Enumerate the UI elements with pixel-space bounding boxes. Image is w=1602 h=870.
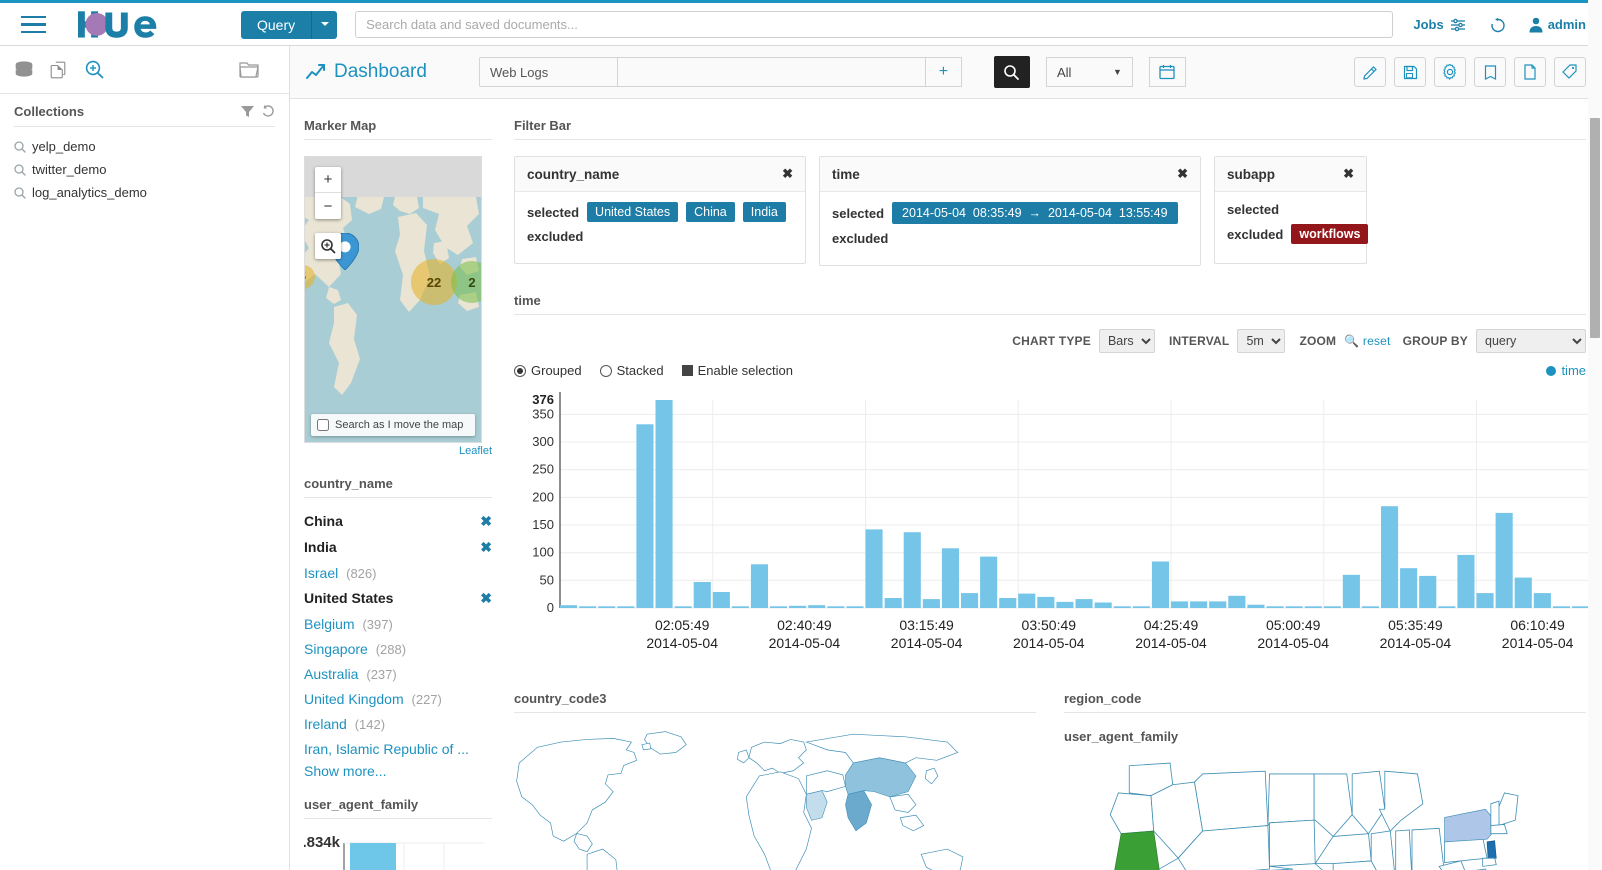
svg-text:200: 200 [532,489,554,504]
svg-text:0: 0 [547,600,554,615]
svg-text:1.834k: 1.834k [304,834,341,851]
svg-text:2014-05-04: 2014-05-04 [891,635,963,651]
svg-text:02:05:49: 02:05:49 [655,617,710,633]
svg-text:05:35:49: 05:35:49 [1388,617,1443,633]
svg-text:04:25:49: 04:25:49 [1144,617,1199,633]
svg-text:2014-05-04: 2014-05-04 [769,635,841,651]
svg-text:03:15:49: 03:15:49 [899,617,954,633]
svg-text:2014-05-04: 2014-05-04 [1502,635,1574,651]
svg-text:05:00:49: 05:00:49 [1266,617,1321,633]
svg-text:300: 300 [532,434,554,449]
svg-text:2014-05-04: 2014-05-04 [1135,635,1207,651]
svg-text:100: 100 [532,545,554,560]
svg-text:376: 376 [532,392,554,407]
svg-text:03:50:49: 03:50:49 [1022,617,1077,633]
svg-text:02:40:49: 02:40:49 [777,617,832,633]
svg-text:2014-05-04: 2014-05-04 [1380,635,1452,651]
svg-text:2014-05-04: 2014-05-04 [646,635,718,651]
svg-text:06:10:49: 06:10:49 [1510,617,1565,633]
svg-text:150: 150 [532,517,554,532]
svg-text:2014-05-04: 2014-05-04 [1013,635,1085,651]
svg-text:50: 50 [540,572,554,587]
svg-text:250: 250 [532,462,554,477]
svg-text:2014-05-04: 2014-05-04 [1257,635,1329,651]
svg-text:350: 350 [532,406,554,421]
